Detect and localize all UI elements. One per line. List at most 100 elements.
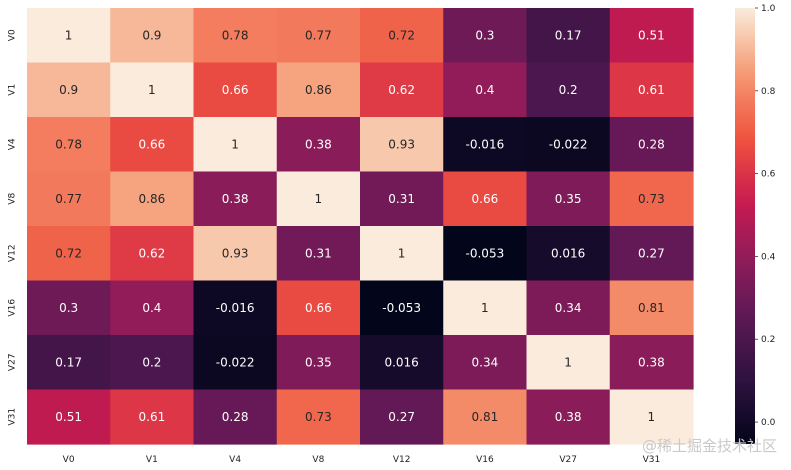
heatmap-cell-V16-V12 [360, 280, 444, 336]
heatmap-cell-label-V4-V1: 0.66 [139, 137, 166, 151]
heatmap-cell-V1-V16 [443, 62, 528, 118]
heatmap-cell-label-V4-V31: 0.28 [638, 137, 665, 151]
heatmap-cell-V4-V4 [193, 117, 278, 173]
heatmap-cell-V16-V27 [526, 280, 611, 336]
heatmap-cell-V31-V31 [609, 389, 694, 445]
heatmap-cell-label-V8-V4: 0.38 [222, 192, 249, 206]
heatmap-cell-V31-V12 [360, 389, 444, 445]
heatmap-cell-label-V27-V27: 1 [564, 355, 572, 369]
heatmap-cell-label-V16-V31: 0.81 [638, 301, 665, 315]
colorbar-ticks: 0.0 0.2 0.4 0.6 0.8 1.0 [755, 4, 776, 428]
heatmap-cell-V0-V1 [110, 8, 195, 64]
heatmap-cell-label-V8-V1: 0.86 [139, 192, 166, 206]
heatmap-cell-V31-V16 [443, 389, 528, 445]
heatmap-cell-V12-V1 [110, 226, 195, 282]
heatmap-cell-label-V12-V12: 1 [398, 246, 406, 260]
heatmap-cell-label-V16-V4: -0.016 [216, 301, 255, 315]
heatmap-cell-label-V0-V27: 0.17 [555, 28, 582, 42]
y-tick-label-V16: V16 [8, 299, 18, 317]
heatmap-cell-V16-V4 [193, 280, 278, 336]
heatmap-cell-V0-V31 [609, 8, 694, 64]
heatmap-cell-V0-V8 [276, 8, 361, 64]
heatmap-cell-label-V1-V27: 0.2 [559, 83, 578, 97]
heatmap-cell-label-V1-V8: 0.86 [305, 83, 332, 97]
heatmap-cell-label-V12-V8: 0.31 [305, 246, 332, 260]
heatmap-cell-label-V8-V8: 1 [315, 192, 323, 206]
heatmap-cell-V4-V16 [443, 117, 528, 173]
heatmap-cell-V16-V1 [110, 280, 195, 336]
heatmap-cell-V8-V1 [110, 171, 195, 227]
heatmap-cell-V31-V8 [276, 389, 361, 445]
colorbar-tick-label-4: 0.8 [761, 87, 776, 97]
heatmap-cell-label-V31-V4: 0.28 [222, 410, 249, 424]
heatmap-cell-label-V4-V8: 0.38 [305, 137, 332, 151]
heatmap-cell-label-V0-V12: 0.72 [388, 28, 415, 42]
heatmap-cells: 1 0.9 0.78 0.77 0.72 0.3 0.17 0.51 0.9 1 0.66 0.86 0… [27, 8, 694, 445]
heatmap-cell-V1-V8 [276, 62, 361, 118]
heatmap-cell-label-V16-V8: 0.66 [305, 301, 332, 315]
heatmap-cell-V0-V0 [27, 8, 111, 64]
heatmap-cell-V8-V16 [443, 171, 528, 227]
colorbar-tick-label-3: 0.6 [761, 170, 776, 180]
heatmap-cell-V4-V12 [360, 117, 444, 173]
heatmap-cell-label-V27-V12: 0.016 [384, 355, 418, 369]
heatmap-cell-V12-V0 [27, 226, 111, 282]
colorbar-tick-label-0: 0.0 [761, 418, 776, 428]
heatmap-cell-V12-V31 [609, 226, 694, 282]
heatmap-cell-V31-V27 [526, 389, 611, 445]
colorbar-tick-label-1: 0.2 [761, 335, 775, 345]
x-tick-label-V12: V12 [393, 455, 411, 465]
heatmap-cell-label-V31-V31: 1 [648, 410, 656, 424]
heatmap-cell-label-V16-V27: 0.34 [555, 301, 582, 315]
heatmap-cell-label-V12-V27: 0.016 [551, 246, 585, 260]
heatmap-cell-V27-V4 [193, 335, 278, 391]
y-tick-label-V0: V0 [8, 29, 18, 41]
heatmap-cell-V0-V16 [443, 8, 528, 64]
heatmap-cell-V0-V27 [526, 8, 611, 64]
heatmap-cell-V16-V16 [443, 280, 528, 336]
heatmap-cell-label-V8-V12: 0.31 [388, 192, 415, 206]
heatmap-cell-label-V4-V12: 0.93 [388, 137, 415, 151]
colorbar-tick-label-2: 0.4 [761, 252, 776, 262]
heatmap-cell-label-V4-V0: 0.78 [55, 137, 82, 151]
heatmap-cell-label-V27-V1: 0.2 [142, 355, 161, 369]
heatmap-cell-label-V12-V31: 0.27 [638, 246, 665, 260]
y-tick-label-V31: V31 [8, 408, 18, 426]
heatmap-cell-V27-V1 [110, 335, 195, 391]
heatmap-cell-V8-V4 [193, 171, 278, 227]
colorbar-gradient [735, 8, 755, 444]
heatmap-cell-label-V0-V31: 0.51 [638, 28, 665, 42]
heatmap-cell-label-V12-V4: 0.93 [222, 246, 249, 260]
heatmap-cell-V4-V31 [609, 117, 694, 173]
heatmap-cell-label-V27-V16: 0.34 [472, 355, 499, 369]
x-tick-label-V1: V1 [146, 455, 158, 465]
heatmap-cell-label-V0-V16: 0.3 [475, 28, 494, 42]
x-tick-label-V0: V0 [63, 455, 75, 465]
heatmap-cell-label-V4-V16: -0.016 [466, 137, 505, 151]
heatmap-cell-V0-V12 [360, 8, 444, 64]
heatmap-cell-label-V27-V0: 0.17 [55, 355, 82, 369]
heatmap-cell-label-V8-V27: 0.35 [555, 192, 582, 206]
heatmap-cell-V8-V8 [276, 171, 361, 227]
x-tick-label-V4: V4 [229, 455, 241, 465]
heatmap-cell-label-V16-V1: 0.4 [142, 301, 161, 315]
heatmap-cell-V27-V16 [443, 335, 528, 391]
y-tick-label-V27: V27 [8, 353, 18, 371]
x-tick-label-V16: V16 [476, 455, 494, 465]
heatmap-cell-label-V8-V0: 0.77 [55, 192, 82, 206]
x-tick-label-V27: V27 [559, 455, 577, 465]
heatmap-cell-label-V27-V4: -0.022 [216, 355, 255, 369]
heatmap-cell-label-V4-V4: 1 [231, 137, 239, 151]
heatmap-cell-V1-V27 [526, 62, 611, 118]
heatmap-cell-V31-V4 [193, 389, 278, 445]
colorbar: 0.0 0.2 0.4 0.6 0.8 1.0 [735, 4, 776, 444]
heatmap-cell-V27-V27 [526, 335, 611, 391]
y-tick-label-V12: V12 [8, 244, 18, 262]
heatmap-cell-label-V12-V16: -0.053 [466, 246, 505, 260]
heatmap-cell-V12-V4 [193, 226, 278, 282]
heatmap-cell-V8-V12 [360, 171, 444, 227]
heatmap-cell-V31-V1 [110, 389, 195, 445]
heatmap-cell-V27-V31 [609, 335, 694, 391]
heatmap-cell-V8-V27 [526, 171, 611, 227]
x-tick-label-V31: V31 [643, 455, 661, 465]
